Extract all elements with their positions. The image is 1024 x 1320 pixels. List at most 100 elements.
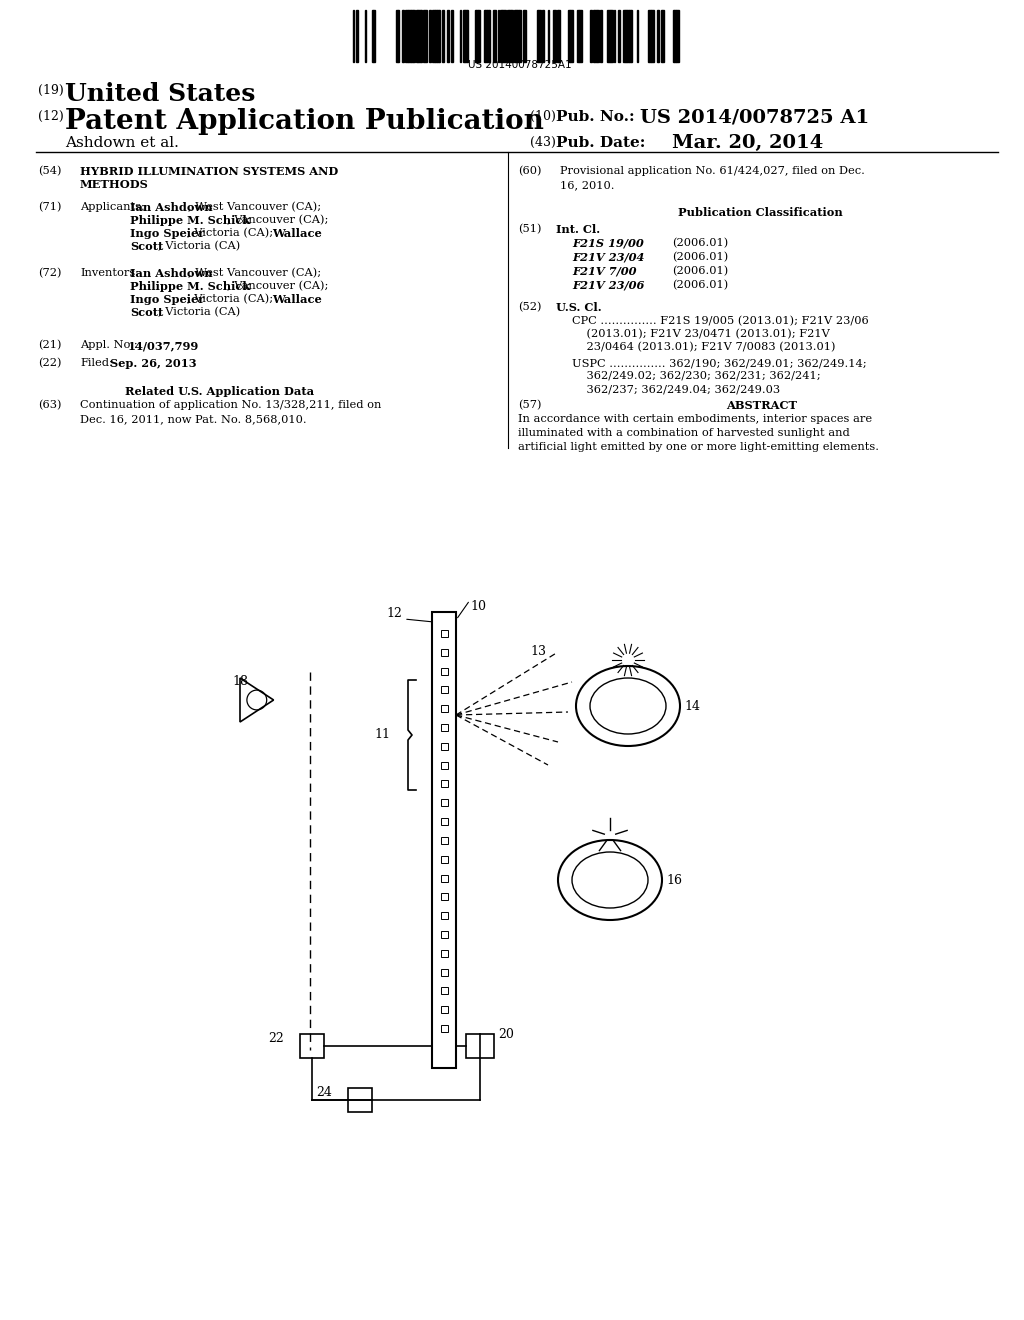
Text: 10: 10 [470,601,486,612]
Text: 14: 14 [684,700,700,713]
Text: F21V 7/00: F21V 7/00 [572,267,637,277]
Bar [440,723,447,731]
Text: Ashdown et al.: Ashdown et al. [65,136,179,150]
Bar [568,11,570,62]
Bar [651,11,654,62]
Text: (60): (60) [518,166,542,177]
Text: Scott: Scott [130,242,163,252]
Text: , West Vancouver (CA);: , West Vancouver (CA); [188,268,322,279]
Bar [408,11,411,62]
Bar [440,648,447,656]
Text: 12: 12 [386,607,402,620]
Text: 362/237; 362/249.04; 362/249.03: 362/237; 362/249.04; 362/249.03 [572,384,780,393]
Text: F21S 19/00: F21S 19/00 [572,238,644,249]
Text: HYBRID ILLUMINATION SYSTEMS AND: HYBRID ILLUMINATION SYSTEMS AND [80,166,338,177]
Bar [440,1026,447,1032]
Bar [466,1034,494,1059]
Bar [558,11,560,62]
Text: Ian Ashdown: Ian Ashdown [130,202,213,213]
Bar [623,11,625,62]
Text: USPC ............... 362/190; 362/249.01; 362/249.14;: USPC ............... 362/190; 362/249.01… [572,358,866,368]
Bar [629,11,631,62]
Text: METHODS: METHODS [80,180,148,190]
Text: ABSTRACT: ABSTRACT [726,400,798,411]
Bar [440,780,447,788]
Bar [517,11,519,62]
Bar [348,1088,372,1111]
Text: Filed:: Filed: [80,358,113,368]
Text: 18: 18 [232,675,248,688]
Bar [538,11,541,62]
Bar [440,686,447,693]
Bar [440,837,447,843]
Text: F21V 23/06: F21V 23/06 [572,280,644,290]
Bar [411,11,413,62]
Text: (2006.01): (2006.01) [672,267,728,276]
Text: 11: 11 [374,729,390,742]
Bar [487,11,489,62]
Bar [440,705,447,713]
Text: F21V 23/04: F21V 23/04 [572,252,644,263]
Text: Philippe M. Schick: Philippe M. Schick [130,215,251,226]
Bar [435,11,437,62]
Bar [493,11,496,62]
Text: (52): (52) [518,302,542,313]
Bar [607,11,610,62]
Bar [542,11,544,62]
Text: , Victoria (CA): , Victoria (CA) [158,308,241,317]
Bar [440,818,447,825]
Text: Continuation of application No. 13/328,211, filed on
Dec. 16, 2011, now Pat. No.: Continuation of application No. 13/328,2… [80,400,381,424]
Text: Philippe M. Schick: Philippe M. Schick [130,281,251,292]
Bar [676,11,679,62]
Text: (63): (63) [38,400,61,411]
Bar [618,11,620,62]
Bar [437,11,439,62]
Bar [478,11,480,62]
Text: (72): (72) [38,268,61,279]
Bar [440,762,447,768]
Text: Appl. No.:: Appl. No.: [80,341,137,350]
Bar [429,11,431,62]
Text: (10): (10) [530,110,556,123]
Text: (54): (54) [38,166,61,177]
Bar [590,11,592,62]
Bar [509,11,511,62]
Text: (22): (22) [38,358,61,368]
Bar [300,1034,324,1059]
Bar [451,11,453,62]
Text: (2006.01): (2006.01) [672,252,728,263]
Bar [373,11,375,62]
Bar [440,668,447,675]
Bar [440,950,447,957]
Text: 16: 16 [666,874,682,887]
Text: Ingo Speier: Ingo Speier [130,228,204,239]
Bar [524,11,526,62]
Bar [485,11,487,62]
Text: CPC ............... F21S 19/005 (2013.01); F21V 23/06: CPC ............... F21S 19/005 (2013.01… [572,315,868,326]
Bar [600,11,602,62]
Bar [594,11,597,62]
Text: , Vancouver (CA);: , Vancouver (CA); [227,215,329,226]
Bar [440,855,447,863]
Bar [611,11,613,62]
Text: 20: 20 [498,1028,514,1041]
Bar [423,11,427,62]
Text: Ian Ashdown: Ian Ashdown [130,268,213,279]
Bar [440,800,447,807]
Bar [432,11,435,62]
Text: Pub. Date:: Pub. Date: [556,136,645,150]
Text: US 20140078725A1: US 20140078725A1 [468,59,571,70]
Text: (2006.01): (2006.01) [672,238,728,248]
Bar [577,11,579,62]
Text: U.S. Cl.: U.S. Cl. [556,302,602,313]
Text: In accordance with certain embodiments, interior spaces are
illuminated with a c: In accordance with certain embodiments, … [518,414,879,451]
Text: 362/249.02; 362/230; 362/231; 362/241;: 362/249.02; 362/230; 362/231; 362/241; [572,371,820,381]
Text: (19): (19) [38,84,63,96]
Bar [502,11,506,62]
Text: Sep. 26, 2013: Sep. 26, 2013 [110,358,197,370]
Text: Publication Classification: Publication Classification [678,207,843,218]
Text: US 2014/0078725 A1: US 2014/0078725 A1 [640,108,869,125]
Text: , West Vancouver (CA);: , West Vancouver (CA); [188,202,322,213]
Text: Ingo Speier: Ingo Speier [130,294,204,305]
Bar [597,11,599,62]
